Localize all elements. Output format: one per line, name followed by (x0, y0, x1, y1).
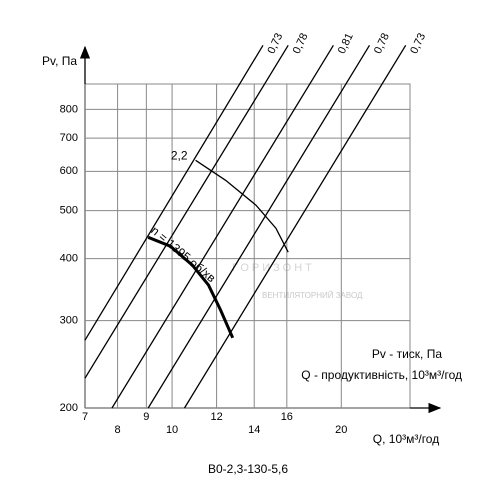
legend-line: Q - продуктивність, 10³м³/год (301, 368, 462, 382)
curve (195, 159, 289, 253)
y-tick-label: 700 (60, 132, 78, 144)
curve (147, 235, 235, 339)
x-axis-label: Q, 10³м³/год (373, 432, 439, 446)
efficiency-label: 0,78 (291, 31, 311, 55)
legend-line: Pv - тиск, Па (372, 347, 442, 361)
chart-title: В0-2,3-130-5,6 (208, 462, 288, 476)
y-axis-label: Pv, Па (42, 54, 77, 68)
y-tick-label: 800 (60, 103, 78, 115)
watermark: ГОРИЗОНТ (232, 262, 315, 274)
curve (84, 44, 289, 379)
curve (84, 44, 264, 341)
efficiency-label: 0,81 (336, 31, 356, 55)
efficiency-label: 0,78 (372, 31, 392, 55)
curve (183, 44, 407, 409)
y-tick-label: 400 (60, 253, 78, 265)
x-tick-label: 12 (210, 411, 222, 423)
x-tick-label: 20 (335, 424, 347, 436)
y-tick-label: 500 (60, 205, 78, 217)
y-tick-label: 200 (60, 402, 78, 414)
y-tick-label: 600 (60, 165, 78, 177)
efficiency-label: 0,73 (265, 31, 285, 55)
y-tick-label: 300 (60, 315, 78, 327)
efficiency-label: 0,73 (408, 31, 428, 55)
x-tick-label: 10 (166, 424, 178, 436)
curve (111, 44, 334, 409)
x-tick-label: 14 (248, 424, 260, 436)
x-tick-label: 9 (143, 411, 149, 423)
curve-label: 2,2 (171, 148, 188, 162)
x-tick-label: 8 (115, 424, 121, 436)
curve (147, 44, 371, 409)
x-tick-label: 7 (82, 411, 88, 423)
x-tick-label: 16 (281, 411, 293, 423)
watermark-subtitle: ВЕНТИЛЯТОРНИЙ ЗАВОД (262, 291, 363, 300)
speed-label: n = 1395 об/хв (148, 223, 218, 285)
